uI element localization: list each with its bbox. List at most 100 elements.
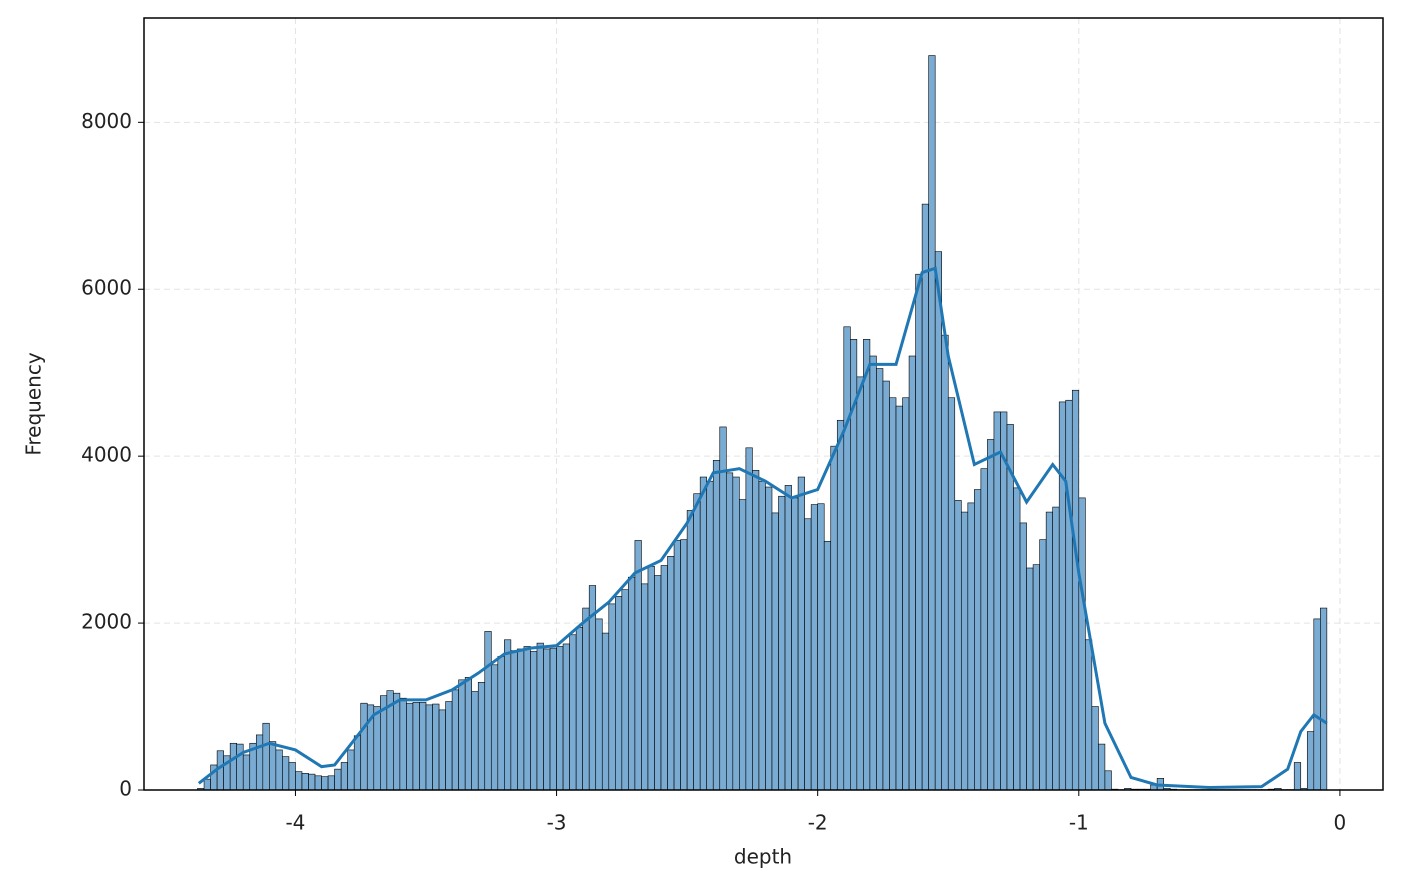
bar <box>433 704 440 790</box>
bar <box>459 680 466 790</box>
bar <box>439 710 446 790</box>
bar <box>1072 390 1079 790</box>
bar <box>315 776 322 790</box>
bar <box>341 762 348 790</box>
bar <box>661 565 668 790</box>
bar <box>700 477 707 790</box>
bar <box>472 692 479 790</box>
bar <box>1307 732 1314 790</box>
bar <box>687 510 694 790</box>
bar <box>733 477 740 790</box>
bar <box>622 590 629 790</box>
bar <box>628 577 635 790</box>
bar <box>1314 619 1321 790</box>
bar <box>961 512 968 790</box>
bar <box>309 774 316 790</box>
bar <box>870 356 877 790</box>
bar <box>837 420 844 790</box>
bar <box>1059 402 1066 790</box>
bar <box>1000 412 1007 790</box>
bar <box>746 448 753 790</box>
bar <box>916 274 923 790</box>
bar <box>805 519 812 790</box>
bar <box>243 755 250 790</box>
y-tick-label: 6000 <box>81 276 132 300</box>
bar <box>563 644 570 790</box>
bar <box>929 56 936 790</box>
bar <box>942 335 949 790</box>
bar <box>413 702 420 790</box>
bar <box>393 693 400 790</box>
bar <box>1007 424 1014 790</box>
bar <box>648 566 655 790</box>
bar <box>1085 640 1092 790</box>
bar <box>1014 488 1021 790</box>
bar <box>903 398 910 790</box>
bar <box>922 204 929 790</box>
bar <box>831 446 838 790</box>
bar <box>570 635 577 790</box>
bar <box>974 490 981 790</box>
bar <box>544 649 551 790</box>
x-tick-label: -3 <box>547 811 567 835</box>
x-tick-label: -1 <box>1069 811 1089 835</box>
bar <box>491 665 498 790</box>
bar <box>1079 498 1086 790</box>
bar <box>1053 507 1060 790</box>
bar <box>256 735 263 790</box>
bar <box>615 596 622 790</box>
bar <box>1027 568 1034 790</box>
bar <box>328 776 335 790</box>
bar <box>276 750 283 790</box>
bar <box>948 398 955 790</box>
bar <box>1033 565 1040 790</box>
bar <box>726 473 733 790</box>
bar <box>530 651 537 790</box>
bar <box>230 743 237 790</box>
bar <box>818 504 825 790</box>
bar <box>537 643 544 790</box>
bar <box>1066 400 1073 790</box>
bar <box>485 631 492 790</box>
bar <box>596 619 603 790</box>
bar <box>896 406 903 790</box>
x-tick-label: -2 <box>808 811 828 835</box>
bar <box>374 707 381 790</box>
bar <box>994 412 1001 790</box>
bar <box>406 703 413 790</box>
bar <box>1105 771 1112 790</box>
y-tick-label: 4000 <box>81 443 132 467</box>
bar <box>707 481 714 790</box>
bar <box>354 736 361 790</box>
y-tick-label: 0 <box>119 777 132 801</box>
bar <box>720 427 727 790</box>
bar <box>1294 762 1301 790</box>
x-axis-label: depth <box>734 845 792 869</box>
bar <box>968 503 975 790</box>
bar <box>282 757 289 790</box>
bar <box>237 744 244 790</box>
bar <box>779 496 786 790</box>
bar <box>289 762 296 790</box>
bar <box>322 777 329 790</box>
bar <box>1098 744 1105 790</box>
bar <box>348 750 355 790</box>
bar <box>955 500 962 790</box>
bar <box>609 604 616 790</box>
bar <box>452 690 459 790</box>
bar <box>654 576 661 790</box>
bar <box>204 779 211 790</box>
x-tick-label: -4 <box>285 811 305 835</box>
bar <box>635 540 642 790</box>
bar <box>876 369 883 790</box>
bar <box>641 584 648 790</box>
bar <box>981 469 988 790</box>
bar <box>844 327 851 790</box>
x-tick-label: 0 <box>1334 811 1347 835</box>
bar <box>217 751 224 790</box>
bar <box>987 439 994 790</box>
bar <box>400 698 407 790</box>
bar <box>752 470 759 790</box>
bar <box>798 477 805 790</box>
